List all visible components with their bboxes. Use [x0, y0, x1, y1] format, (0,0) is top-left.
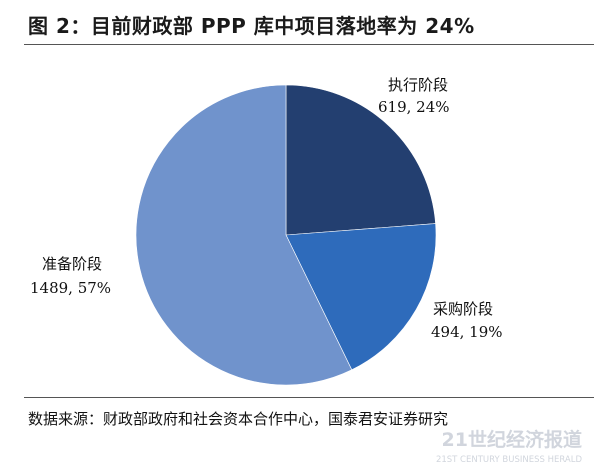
slice-label-procurement-value: 494, 19% [431, 323, 503, 341]
slice-execution [285, 84, 436, 236]
title-divider [24, 44, 594, 45]
slice-procurement [285, 223, 437, 371]
slice-preparation [135, 84, 353, 386]
slice-label-execution-value: 619, 24% [378, 98, 450, 116]
watermark-logo: 21世纪经济报道 21ST CENTURY BUSINESS HERALD [436, 428, 582, 465]
watermark-line2: 21ST CENTURY BUSINESS HERALD [436, 455, 582, 465]
slice-label-preparation-name: 准备阶段 [42, 255, 102, 273]
watermark-line1: 21世纪经济报道 [442, 428, 582, 451]
slice-label-procurement-name: 采购阶段 [433, 300, 493, 318]
pie-chart: 执行阶段 619, 24% 采购阶段 494, 19% 准备阶段 1489, 5… [30, 76, 503, 386]
slice-label-execution-name: 执行阶段 [388, 76, 448, 94]
source-divider [24, 397, 594, 398]
page-title: 图 2：目前财政部 PPP 库中项目落地率为 24% [28, 14, 475, 38]
source-note: 数据来源：财政部政府和社会资本合作中心，国泰君安证券研究 [28, 410, 449, 428]
slice-label-preparation-value: 1489, 57% [30, 279, 111, 297]
